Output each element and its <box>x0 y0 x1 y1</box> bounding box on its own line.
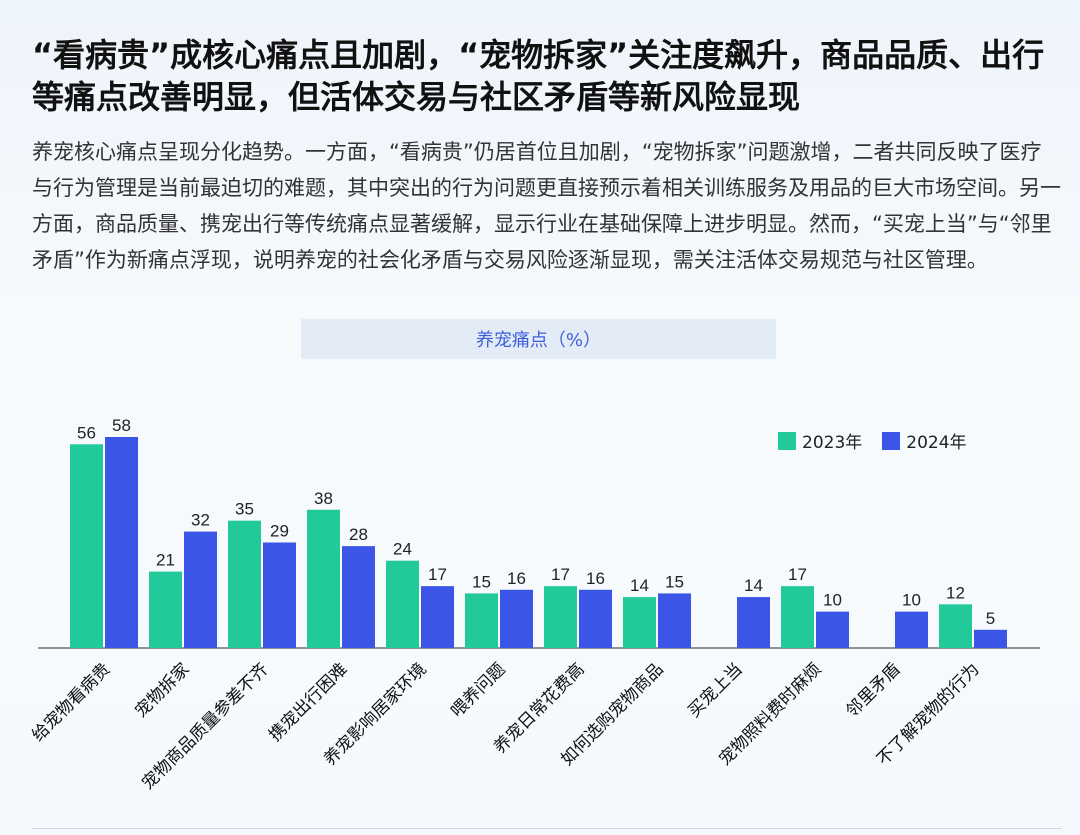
data-label-2024-10: 10 <box>902 591 921 610</box>
data-label-2024-0: 58 <box>112 416 131 435</box>
data-label-2023-0: 56 <box>77 423 96 442</box>
data-label-2024-9: 10 <box>823 591 842 610</box>
category-label-3: 携宠出行困难 <box>265 659 351 745</box>
legend-swatch-2023 <box>778 431 796 450</box>
data-label-2024-7: 15 <box>665 572 684 591</box>
data-label-2023-1: 21 <box>156 551 175 570</box>
bar-2024-5 <box>500 589 533 648</box>
bar-2023-2 <box>228 520 261 648</box>
data-label-2023-7: 14 <box>630 576 649 595</box>
bar-2023-3 <box>307 509 340 648</box>
legend-item-2023: 2023年 <box>778 428 862 453</box>
legend-item-2024: 2024年 <box>882 428 967 453</box>
bar-2024-3 <box>342 546 375 648</box>
data-label-2023-6: 17 <box>551 565 570 584</box>
data-label-2023-4: 24 <box>393 540 412 559</box>
data-label-2024-11: 5 <box>986 609 995 628</box>
bar-2023-5 <box>465 593 498 648</box>
legend-label-2023: 2023年 <box>802 433 863 453</box>
bar-2024-7 <box>658 593 691 648</box>
legend-swatch-2024 <box>882 431 901 450</box>
data-label-2024-5: 16 <box>507 569 526 588</box>
bar-2024-8 <box>737 597 770 648</box>
bar-2023-11 <box>939 604 972 648</box>
bar-2023-6 <box>544 586 577 648</box>
data-label-2024-4: 17 <box>428 565 447 584</box>
bar-2024-2 <box>263 542 296 648</box>
headline: “看病贵”成核心痛点且加剧，“宠物拆家”关注度飙升，商品品质、出行等痛点改善明显… <box>32 36 1045 116</box>
legend: 2023年 2024年 <box>778 428 967 453</box>
data-label-2024-3: 28 <box>349 525 368 544</box>
lead-paragraph: 养宠核心痛点呈现分化趋势。一方面，“看病贵”仍居首位且加剧，“宠物拆家”问题激增… <box>32 140 1061 272</box>
data-label-2024-1: 32 <box>191 511 210 530</box>
bar-2024-4 <box>421 586 454 648</box>
chart-title: 养宠痛点（%） <box>301 319 776 359</box>
data-label-2024-8: 14 <box>744 576 763 595</box>
bar-2024-0 <box>105 437 138 648</box>
bar-2023-4 <box>386 560 419 648</box>
data-label-2023-2: 35 <box>235 500 254 519</box>
data-label-2024-2: 29 <box>270 522 289 541</box>
category-label-5: 喂养问题 <box>447 659 509 721</box>
bar-2023-7 <box>623 597 656 648</box>
category-label-10: 邻里矛盾 <box>842 659 904 721</box>
bar-2024-9 <box>816 611 849 648</box>
data-label-2023-5: 15 <box>472 572 491 591</box>
data-label-2024-6: 16 <box>586 569 605 588</box>
data-label-2023-11: 12 <box>946 583 965 602</box>
bar-2024-1 <box>184 531 217 648</box>
data-label-2023-9: 17 <box>788 565 807 584</box>
data-label-2023-3: 38 <box>314 489 333 508</box>
bottom-divider <box>32 828 1062 829</box>
bar-2023-0 <box>70 444 103 648</box>
legend-label-2024: 2024年 <box>906 433 967 453</box>
bar-2024-11 <box>974 629 1007 648</box>
category-label-1: 宠物拆家 <box>131 659 193 721</box>
bar-2023-1 <box>149 571 182 648</box>
bar-2024-10 <box>895 611 928 648</box>
category-label-0: 给宠物看病贵 <box>28 659 114 745</box>
category-label-8: 买宠上当 <box>684 659 746 721</box>
bar-2023-9 <box>781 586 814 648</box>
bar-2024-6 <box>579 589 612 648</box>
